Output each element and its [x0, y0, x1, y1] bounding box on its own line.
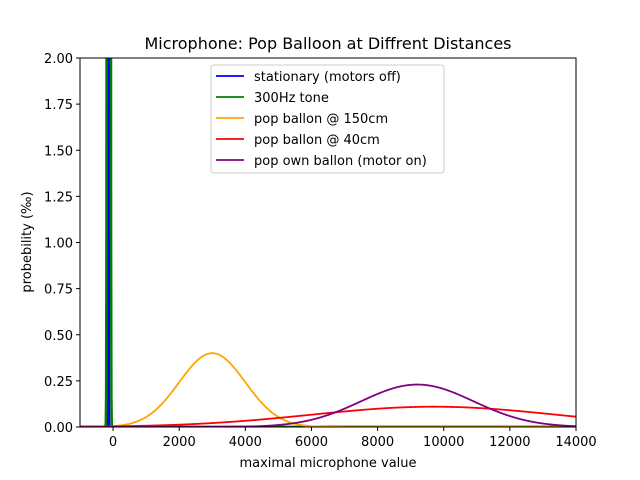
- y-tick-label: 0.75: [44, 283, 73, 298]
- x-axis-label: maximal microphone value: [239, 456, 416, 471]
- y-tick-label: 2.00: [44, 52, 73, 67]
- y-axis-label: probebility (‰): [20, 191, 35, 292]
- x-tick-label: 6000: [295, 435, 328, 450]
- series-line-pop-ballon-40cm: [80, 405, 576, 427]
- x-tick-label: 4000: [229, 435, 262, 450]
- x-tick-label: 14000: [555, 435, 596, 450]
- series-line-stationary-motors-off: [80, 58, 576, 427]
- legend-label: pop own ballon (motor on): [254, 154, 427, 169]
- x-tick-label: 2000: [163, 435, 196, 450]
- y-tick-label: 0.00: [44, 421, 73, 436]
- legend-label: 300Hz tone: [254, 91, 329, 106]
- series-line-pop-ballon-150cm: [80, 352, 576, 427]
- y-tick-label: 1.50: [44, 144, 73, 159]
- x-tick-label: 10000: [423, 435, 464, 450]
- y-tick-label: 0.50: [44, 329, 73, 344]
- y-tick-label: 1.25: [44, 190, 73, 205]
- y-axis: 0.00 0.25 0.50 0.75 1.00 1.25 1.50 1.75 2.00: [44, 52, 80, 436]
- legend: stationary (motors off) 300Hz tone pop bal…: [210, 64, 445, 174]
- legend-label: pop ballon @ 40cm: [254, 133, 380, 148]
- legend-label: stationary (motors off): [254, 70, 401, 85]
- x-tick-label: 0: [109, 435, 117, 450]
- series-line-pop-own-ballon-motor-on: [80, 383, 576, 427]
- legend-box: [210, 64, 445, 174]
- y-tick-label: 1.00: [44, 237, 73, 252]
- y-tick-label: 0.25: [44, 375, 73, 390]
- x-axis: 0 2000 4000 6000 8000 10000 12000 14000: [109, 427, 597, 450]
- series-layer: [80, 58, 576, 427]
- x-tick-label: 8000: [361, 435, 394, 450]
- legend-label: pop ballon @ 150cm: [254, 112, 388, 127]
- y-tick-label: 1.75: [44, 98, 73, 113]
- series-line-300hz-tone: [80, 58, 576, 427]
- x-tick-label: 12000: [489, 435, 530, 450]
- chart-title: Microphone: Pop Balloon at Diffrent Dist…: [144, 34, 511, 53]
